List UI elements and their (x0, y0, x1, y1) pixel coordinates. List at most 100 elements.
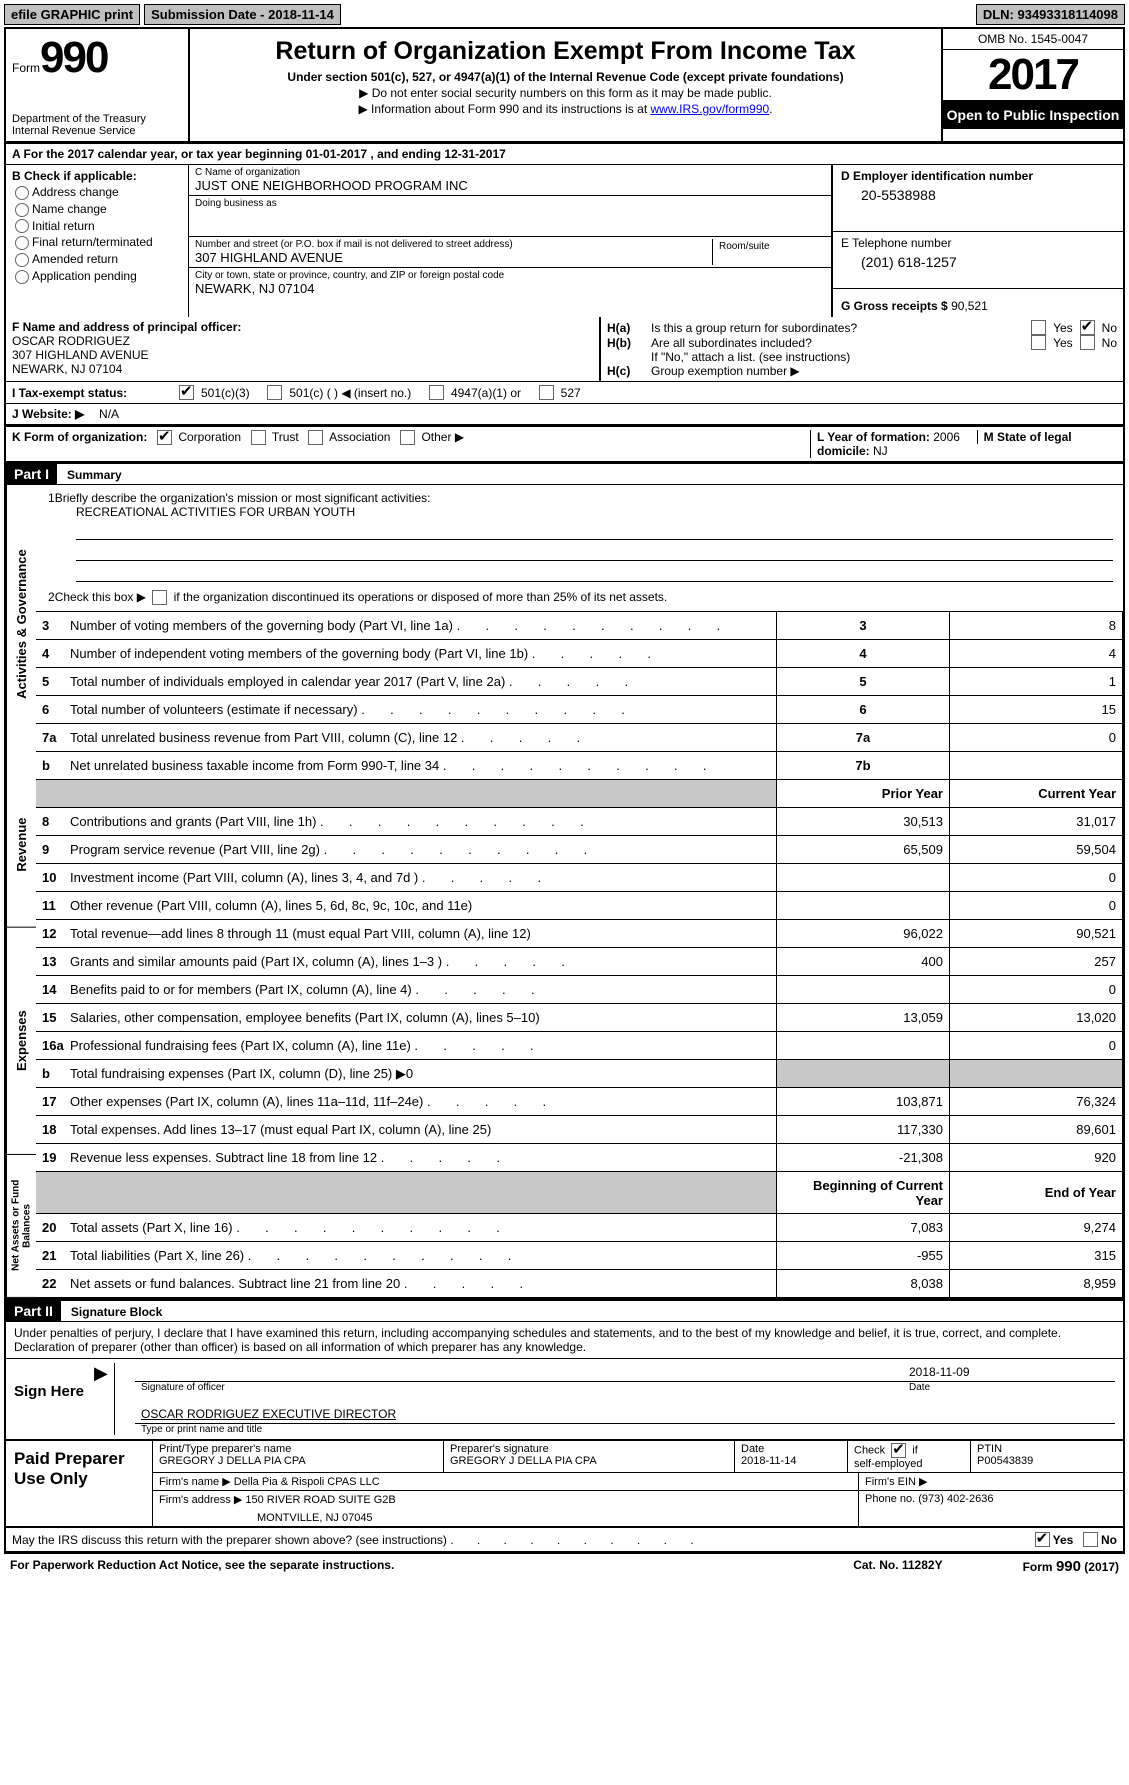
check-trust[interactable] (251, 430, 266, 445)
row-i-tax-exempt: I Tax-exempt status: 501(c)(3) 501(c) ( … (4, 382, 1125, 404)
preparer-sig: GREGORY J DELLA PIA CPA (450, 1455, 728, 1467)
subtitle-1: Under section 501(c), 527, or 4947(a)(1)… (200, 70, 931, 84)
section-c: C Name of organization JUST ONE NEIGHBOR… (189, 165, 833, 317)
gross-label: G Gross receipts $ (841, 299, 951, 313)
part-1-header: Part ISummary (4, 464, 1125, 485)
discuss-yes[interactable] (1035, 1532, 1050, 1547)
phone-value: (201) 618-1257 (841, 250, 1115, 270)
ptin-value: P00543839 (977, 1455, 1117, 1467)
gross-value: 90,521 (951, 299, 988, 313)
check-application-pending[interactable] (15, 270, 29, 284)
arrow-icon: ▶ (94, 1363, 115, 1435)
sign-here-label: Sign Here (14, 1363, 94, 1435)
mission-text: RECREATIONAL ACTIVITIES FOR URBAN YOUTH (76, 505, 1113, 519)
org-name-label: C Name of organization (195, 167, 825, 178)
efile-button[interactable]: efile GRAPHIC print (4, 4, 140, 25)
check-final-return[interactable] (15, 236, 29, 250)
officer-street: 307 HIGHLAND AVENUE (12, 348, 593, 362)
discuss-no[interactable] (1083, 1532, 1098, 1547)
sig-date: 2018-11-09 (903, 1363, 1115, 1381)
form-number: 990 (40, 33, 107, 82)
tax-year: 2017 (943, 50, 1123, 101)
part-2-header: Part IISignature Block (4, 1301, 1125, 1322)
check-527[interactable] (539, 385, 554, 400)
sign-here-block: Sign Here ▶ 2018-11-09 Signature of offi… (4, 1359, 1125, 1440)
org-name: JUST ONE NEIGHBORHOOD PROGRAM INC (195, 178, 825, 193)
preparer-date: 2018-11-14 (741, 1455, 841, 1467)
vtab-revenue: Revenue (6, 763, 36, 928)
vertical-tabs: Activities & Governance Revenue Expenses… (6, 485, 36, 1298)
sections-f-h: F Name and address of principal officer:… (4, 317, 1125, 382)
section-d-e-g: D Employer identification number 20-5538… (833, 165, 1123, 317)
vtab-governance: Activities & Governance (6, 485, 36, 763)
officer-printed-name: OSCAR RODRIGUEZ EXECUTIVE DIRECTOR (135, 1405, 402, 1423)
firm-addr1: 150 RIVER ROAD SUITE G2B (245, 1494, 395, 1506)
cat-no: Cat. No. 11282Y (853, 1558, 942, 1575)
firm-phone: (973) 402-2636 (918, 1493, 993, 1505)
ha-no[interactable] (1080, 320, 1095, 335)
dept-treasury: Department of the Treasury (12, 113, 182, 125)
section-f: F Name and address of principal officer:… (6, 317, 599, 381)
check-assoc[interactable] (308, 430, 323, 445)
form-header: Form990 Department of the Treasury Inter… (4, 27, 1125, 144)
row-k-form-org: K Form of organization: Corporation Trus… (4, 427, 1125, 464)
irs-link[interactable]: www.IRS.gov/form990 (650, 102, 769, 116)
irs-label: Internal Revenue Service (12, 125, 182, 137)
officer-city: NEWARK, NJ 07104 (12, 362, 593, 376)
check-other[interactable] (400, 430, 415, 445)
check-corp[interactable] (157, 430, 172, 445)
firm-ein: Firm's EIN ▶ (858, 1473, 1123, 1490)
omb-number: OMB No. 1545-0047 (943, 29, 1123, 50)
governance-table: 3Number of voting members of the governi… (36, 611, 1123, 1298)
hb-yes[interactable] (1031, 335, 1046, 350)
ein-value: 20-5538988 (841, 183, 1115, 203)
check-501c3[interactable] (179, 385, 194, 400)
row-j-website: J Website: ▶ N/A (4, 404, 1125, 427)
form-990-page: efile GRAPHIC print Submission Date - 20… (0, 0, 1129, 1583)
street-label: Number and street (or P.O. box if mail i… (195, 239, 712, 250)
form-title: Return of Organization Exempt From Incom… (200, 37, 931, 66)
vtab-expenses: Expenses (6, 928, 36, 1155)
firm-addr2: MONTVILLE, NJ 07045 (159, 1506, 852, 1524)
paid-preparer-label: Paid Preparer Use Only (6, 1441, 152, 1526)
dln-number: DLN: 93493318114098 (976, 4, 1125, 25)
footer-line: For Paperwork Reduction Act Notice, see … (4, 1554, 1125, 1579)
form-label: Form (12, 61, 40, 75)
check-4947[interactable] (429, 385, 444, 400)
preparer-name: GREGORY J DELLA PIA CPA (159, 1455, 437, 1467)
summary-mission: 1Briefly describe the organization's mis… (36, 485, 1123, 611)
irs-discuss-row: May the IRS discuss this return with the… (4, 1528, 1125, 1554)
phone-label: E Telephone number (841, 236, 1115, 250)
firm-name: Della Pia & Rispoli CPAS LLC (234, 1476, 380, 1488)
dba-label: Doing business as (195, 198, 825, 209)
sections-b-c-d: B Check if applicable: Address change Na… (4, 165, 1125, 317)
check-name-change[interactable] (15, 203, 29, 217)
street-value: 307 HIGHLAND AVENUE (195, 250, 712, 265)
check-initial-return[interactable] (15, 219, 29, 233)
header-right: OMB No. 1545-0047 2017 Open to Public In… (941, 29, 1123, 141)
paid-preparer-block: Paid Preparer Use Only Print/Type prepar… (4, 1440, 1125, 1528)
hb-no[interactable] (1080, 335, 1095, 350)
open-to-public: Open to Public Inspection (943, 101, 1123, 129)
check-501c[interactable] (267, 385, 282, 400)
city-value: NEWARK, NJ 07104 (195, 281, 825, 296)
check-address-change[interactable] (15, 186, 29, 200)
perjury-statement: Under penalties of perjury, I declare th… (4, 1322, 1125, 1359)
room-suite-label: Room/suite (713, 239, 825, 265)
header-left: Form990 Department of the Treasury Inter… (6, 29, 190, 141)
check-amended[interactable] (15, 253, 29, 267)
check-self-employed[interactable] (891, 1443, 906, 1458)
section-b: B Check if applicable: Address change Na… (6, 165, 189, 317)
ha-yes[interactable] (1031, 320, 1046, 335)
subtitle-2: ▶ Do not enter social security numbers o… (200, 86, 931, 100)
city-label: City or town, state or province, country… (195, 270, 825, 281)
submission-date: Submission Date - 2018-11-14 (144, 4, 341, 25)
header-center: Return of Organization Exempt From Incom… (190, 29, 941, 141)
section-h: H(a) Is this a group return for subordin… (599, 317, 1123, 381)
check-discontinued[interactable] (152, 590, 167, 605)
section-b-title: B Check if applicable: (12, 169, 182, 183)
section-a-tax-year: A For the 2017 calendar year, or tax yea… (4, 144, 1125, 165)
top-bar: efile GRAPHIC print Submission Date - 20… (4, 4, 1125, 25)
ein-label: D Employer identification number (841, 169, 1115, 183)
subtitle-3-pre: ▶ Information about Form 990 and its ins… (358, 102, 650, 116)
